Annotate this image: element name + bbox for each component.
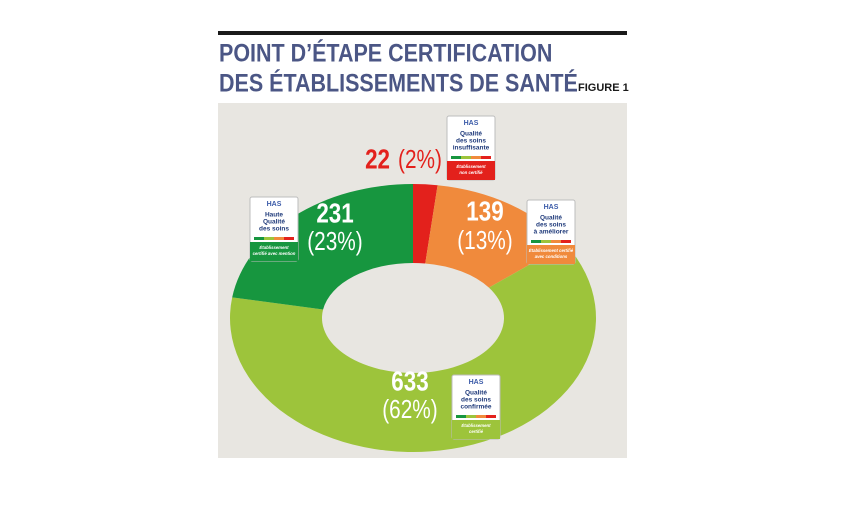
badge-band <box>447 161 495 180</box>
percent-label: (23%) <box>307 227 362 256</box>
donut-segment <box>413 184 438 264</box>
badge-stripe <box>476 415 486 418</box>
badge-title: Qualité <box>465 390 487 397</box>
top-rule <box>218 31 627 35</box>
badge-sublabel: Établissement <box>259 245 289 250</box>
badge-logo: HAS <box>464 120 479 127</box>
badge-title: Qualité <box>540 215 562 222</box>
badge-sublabel: certifié avec mention <box>253 251 296 256</box>
badge-stripe <box>274 237 284 240</box>
percent-label: (2%) <box>398 145 442 174</box>
badge-stripe <box>466 415 476 418</box>
badge-stripe <box>541 240 551 243</box>
value-label: 139 <box>466 196 503 227</box>
badge-title: Qualité <box>460 131 482 138</box>
badge-stripe <box>471 156 481 159</box>
badge-logo: HAS <box>469 379 484 386</box>
badge-title: des soins <box>536 222 566 229</box>
badge-sublabel: certifié <box>469 429 484 434</box>
donut-segment <box>232 184 413 310</box>
badge-stripe <box>456 415 466 418</box>
badge-title: des soins <box>259 226 289 233</box>
donut-segment <box>229 244 596 452</box>
value-label: 633 <box>391 366 428 397</box>
badge-sublabel: Établissement certifié <box>529 248 574 253</box>
badge-title: insuffisante <box>453 145 490 152</box>
badge-logo: HAS <box>544 204 559 211</box>
badge-band <box>452 420 500 439</box>
badge-stripe <box>531 240 541 243</box>
badge-title: Haute <box>265 212 283 219</box>
badge-title: des soins <box>461 397 491 404</box>
badge-stripe <box>284 237 294 240</box>
badge-logo: HAS <box>267 201 282 208</box>
badge-band <box>527 245 575 264</box>
badge-sublabel: Établissement <box>461 423 491 428</box>
badge-sublabel: avec conditions <box>535 254 568 259</box>
badge-title: à améliorer <box>534 229 569 236</box>
percent-label: (62%) <box>382 395 437 424</box>
badge-title: Qualité <box>263 219 285 226</box>
badge-band <box>250 242 298 261</box>
badge-title: confirmée <box>460 404 491 411</box>
value-label: 231 <box>316 198 353 229</box>
badge-stripe <box>264 237 274 240</box>
badge-stripe <box>254 237 264 240</box>
badge-stripe <box>451 156 461 159</box>
badge-stripe <box>481 156 491 159</box>
badge-sublabel: Établissement <box>456 164 486 169</box>
percent-label: (13%) <box>457 226 512 255</box>
figure-label: FIGURE 1 <box>578 82 629 94</box>
title-line: DES ÉTABLISSEMENTS DE SANTÉ <box>219 68 578 97</box>
badge-stripe <box>561 240 571 243</box>
badge-title: des soins <box>456 138 486 145</box>
badge-stripe <box>551 240 561 243</box>
badge-stripe <box>461 156 471 159</box>
value-label: 22 <box>365 144 390 175</box>
badge-sublabel: non certifié <box>459 170 483 175</box>
title-line: POINT D’ÉTAPE CERTIFICATION <box>219 38 552 67</box>
badge-stripe <box>486 415 496 418</box>
